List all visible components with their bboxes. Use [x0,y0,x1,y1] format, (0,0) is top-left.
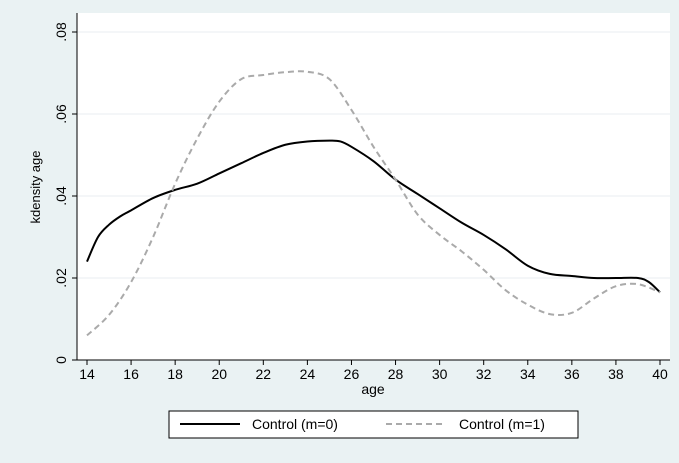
x-tick-label-32: 32 [476,366,492,382]
series-lines [86,70,661,337]
plot-background [77,13,670,360]
series-line-0 [86,139,661,294]
legend-label-control-m1: Control (m=1) [459,416,545,432]
y-axis-label: kdensity age [28,151,43,224]
x-tick-label-40: 40 [652,366,668,382]
x-tick-label-24: 24 [300,366,316,382]
grid-lines [77,31,670,279]
x-tick-label-22: 22 [256,366,272,382]
x-tick-label-26: 26 [344,366,360,382]
y-tick-label-2: .04 [53,186,69,206]
x-tick-label-14: 14 [79,366,95,382]
x-tick-label-18: 18 [167,366,183,382]
series-line-1 [86,70,661,337]
y-tick-label-3: .06 [53,104,69,124]
legend: Control (m=0) Control (m=1) [168,410,579,439]
x-ticks: 14 16 18 20 22 24 26 28 30 32 34 36 38 40 [79,360,668,382]
x-tick-label-30: 30 [432,366,448,382]
x-axis-label: age [361,381,385,397]
legend-label-control-m0: Control (m=0) [252,416,338,432]
x-tick-label-34: 34 [520,366,536,382]
axes [76,13,670,361]
y-tick-label-4: .08 [53,22,69,42]
x-tick-label-36: 36 [564,366,580,382]
y-ticks: 0 .02 .04 .06 .08 [53,22,77,364]
y-tick-label-1: .02 [53,268,69,288]
y-tick-label-0: 0 [53,356,69,364]
x-tick-label-20: 20 [211,366,227,382]
x-tick-label-16: 16 [123,366,139,382]
x-tick-label-38: 38 [608,366,624,382]
x-tick-label-28: 28 [388,366,404,382]
